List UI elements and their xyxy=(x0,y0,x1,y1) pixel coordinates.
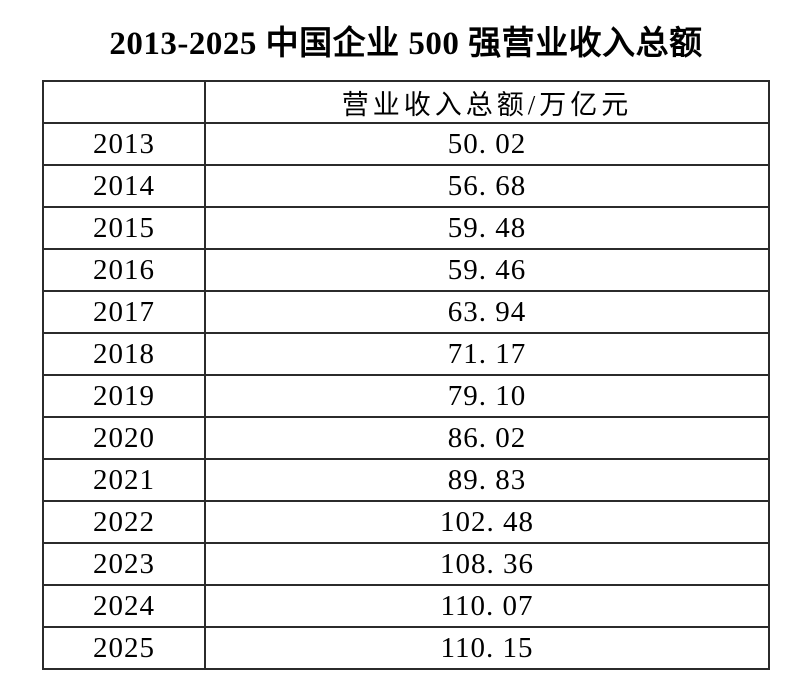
year-cell: 2017 xyxy=(42,290,206,334)
value-cell: 50. 02 xyxy=(204,122,770,166)
table-row: 2024 110. 07 xyxy=(42,584,770,628)
revenue-table: 营业收入总额/万亿元 2013 50. 02 2014 56. 68 2015 … xyxy=(42,80,770,670)
year-cell: 2019 xyxy=(42,374,206,418)
year-cell: 2020 xyxy=(42,416,206,460)
value-cell: 56. 68 xyxy=(204,164,770,208)
value-cell: 110. 07 xyxy=(204,584,770,628)
header-value-cell: 营业收入总额/万亿元 xyxy=(204,80,770,124)
year-cell: 2024 xyxy=(42,584,206,628)
table-row: 2018 71. 17 xyxy=(42,332,770,376)
value-cell: 59. 46 xyxy=(204,248,770,292)
table-row: 2013 50. 02 xyxy=(42,122,770,166)
value-cell: 108. 36 xyxy=(204,542,770,586)
year-cell: 2018 xyxy=(42,332,206,376)
page-title: 2013-2025 中国企业 500 强营业收入总额 xyxy=(109,26,703,62)
table-row: 2020 86. 02 xyxy=(42,416,770,460)
year-cell: 2023 xyxy=(42,542,206,586)
table-row: 2014 56. 68 xyxy=(42,164,770,208)
table-header-row: 营业收入总额/万亿元 xyxy=(42,80,770,124)
value-cell: 63. 94 xyxy=(204,290,770,334)
table-row: 2015 59. 48 xyxy=(42,206,770,250)
table-row: 2025 110. 15 xyxy=(42,626,770,670)
value-cell: 89. 83 xyxy=(204,458,770,502)
year-cell: 2015 xyxy=(42,206,206,250)
value-cell: 59. 48 xyxy=(204,206,770,250)
header-year-cell xyxy=(42,80,206,124)
table-row: 2023 108. 36 xyxy=(42,542,770,586)
table-row: 2022 102. 48 xyxy=(42,500,770,544)
year-cell: 2025 xyxy=(42,626,206,670)
value-cell: 102. 48 xyxy=(204,500,770,544)
year-cell: 2021 xyxy=(42,458,206,502)
value-cell: 86. 02 xyxy=(204,416,770,460)
table-row: 2017 63. 94 xyxy=(42,290,770,334)
year-cell: 2013 xyxy=(42,122,206,166)
value-cell: 71. 17 xyxy=(204,332,770,376)
year-cell: 2014 xyxy=(42,164,206,208)
table-row: 2016 59. 46 xyxy=(42,248,770,292)
value-cell: 110. 15 xyxy=(204,626,770,670)
table-row: 2019 79. 10 xyxy=(42,374,770,418)
year-cell: 2016 xyxy=(42,248,206,292)
table-row: 2021 89. 83 xyxy=(42,458,770,502)
year-cell: 2022 xyxy=(42,500,206,544)
value-cell: 79. 10 xyxy=(204,374,770,418)
